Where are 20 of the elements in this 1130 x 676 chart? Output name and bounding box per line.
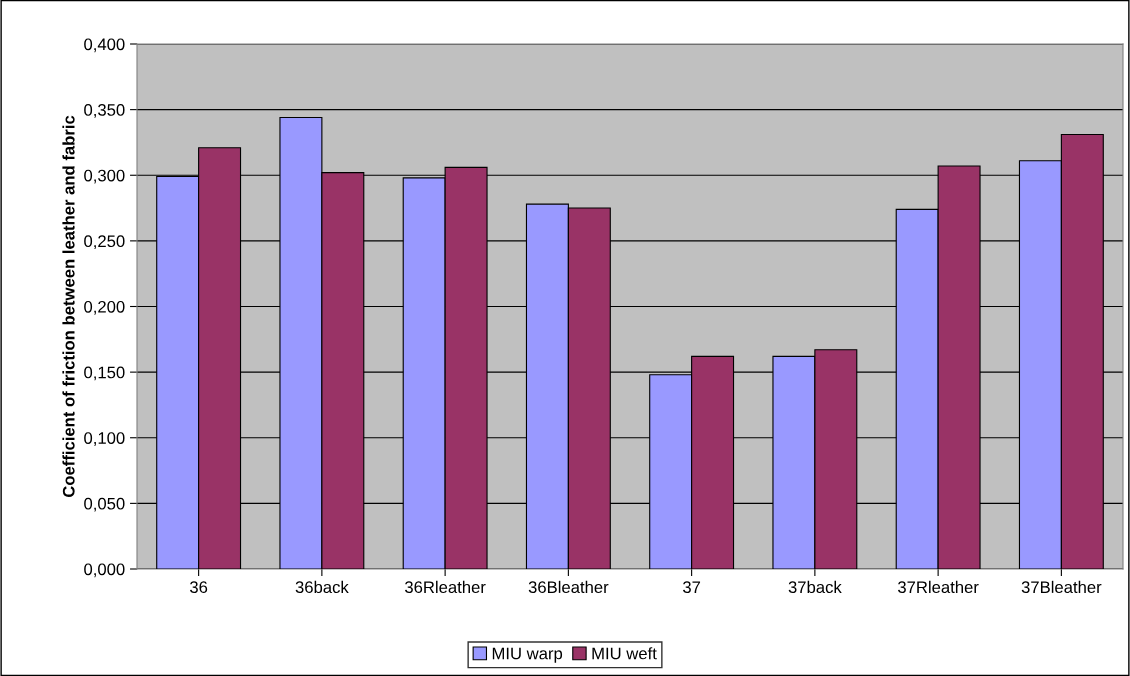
x-tick-label: 36Bleather [528, 580, 609, 594]
y-tick-label: 0,200 [84, 300, 125, 315]
y-tick-label: 0,000 [84, 563, 125, 578]
legend-label: MIU warp [492, 647, 563, 663]
x-tick-label: 37Bleather [1021, 580, 1102, 594]
x-tick-label: 36Rleather [405, 580, 486, 594]
legend-label: MIU weft [592, 647, 657, 660]
x-tick-label: 36 [189, 581, 208, 594]
y-tick-label: 0,250 [84, 235, 125, 250]
y-tick-label: 0,100 [84, 432, 125, 446]
y-tick-label: 0,400 [84, 38, 125, 53]
x-tick-label: 37Rleather [898, 580, 979, 594]
y-tick-label: 0,150 [84, 366, 125, 381]
y-tick-label: 0,050 [84, 497, 125, 512]
x-tick-label: 37back [788, 580, 842, 594]
y-axis-title: Coefficient of friction between leather and fabric [62, 115, 75, 498]
x-tick-label: 36back [295, 580, 349, 594]
y-tick-label: 0,300 [84, 169, 125, 184]
y-tick-label: 0,350 [84, 104, 125, 118]
x-tick-label: 37 [682, 581, 701, 594]
